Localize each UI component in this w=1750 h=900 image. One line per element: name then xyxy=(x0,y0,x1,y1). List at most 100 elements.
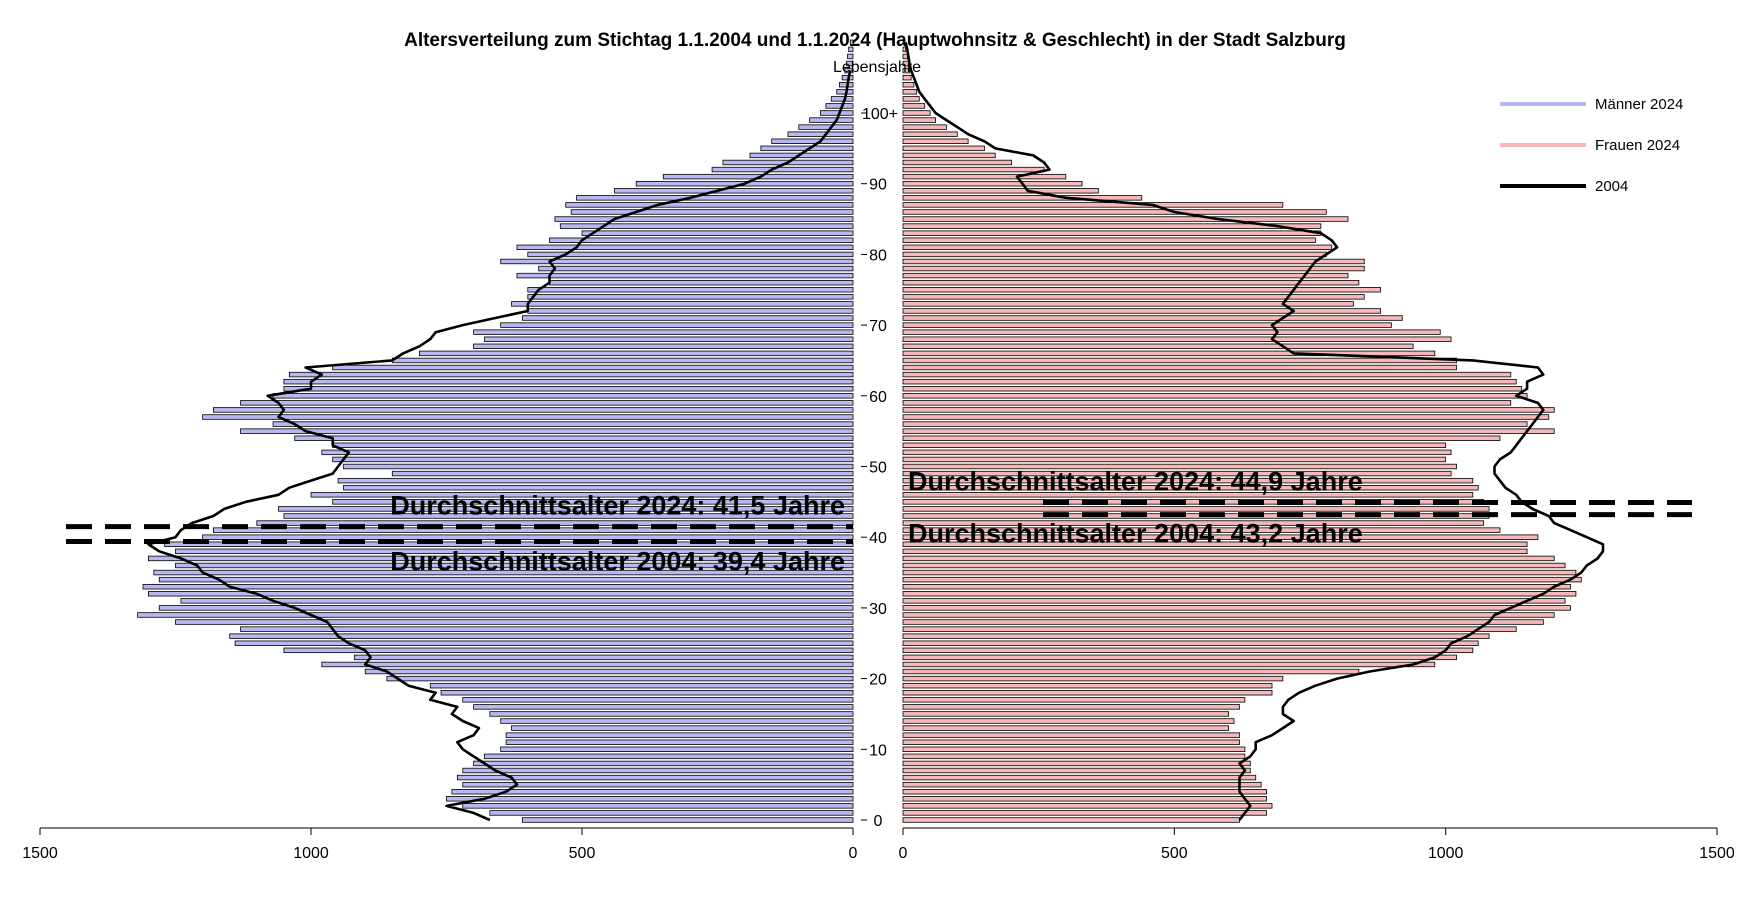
female-bar-age-23 xyxy=(902,654,1457,661)
male-bar-age-86 xyxy=(570,209,854,215)
female-bar-age-17 xyxy=(902,697,1246,703)
male-bar-age-12 xyxy=(505,732,854,738)
male-bar-age-75 xyxy=(527,287,854,293)
female-bar-age-68 xyxy=(902,336,1452,342)
male-bar-age-102 xyxy=(830,96,854,102)
female-bar-age-12 xyxy=(902,732,1240,738)
male-bar-age-77 xyxy=(516,272,854,279)
male-bar-age-83 xyxy=(581,230,854,236)
female-bar-age-101 xyxy=(902,103,926,109)
male-bar-age-5 xyxy=(462,781,854,788)
male-bar-age-64 xyxy=(332,364,854,371)
female-bar-age-104 xyxy=(902,82,915,88)
male-bar-age-66 xyxy=(418,350,854,357)
male-bar-age-67 xyxy=(473,343,854,350)
x-tick-label-right-0: 0 xyxy=(899,845,908,862)
male-bar-age-9 xyxy=(484,753,854,760)
male-bar-age-59 xyxy=(240,400,854,406)
female-bar-age-46 xyxy=(902,492,1474,498)
age-tick-label-60: 60 xyxy=(869,389,887,406)
female-bar-age-40 xyxy=(902,534,1539,540)
female-bar-age-4 xyxy=(902,789,1267,795)
female-bar-age-47 xyxy=(902,485,1479,491)
line-2004-male xyxy=(147,70,852,822)
female-bar-age-49 xyxy=(902,470,1452,477)
female-bar-age-25 xyxy=(902,640,1479,646)
male-bar-age-58 xyxy=(213,407,854,413)
x-tick-label-left-0: 0 xyxy=(849,845,858,862)
male-bar-age-28 xyxy=(175,619,854,625)
avg-label-left-1: Durchschnittsalter 2004: 39,4 Jahre xyxy=(390,546,845,576)
female-bar-age-94 xyxy=(902,152,996,159)
female-bar-age-2 xyxy=(902,803,1273,809)
female-bar-age-70 xyxy=(902,322,1392,328)
male-bar-age-49 xyxy=(391,470,854,477)
female-bar-age-75 xyxy=(902,287,1381,293)
male-bar-age-10 xyxy=(500,746,854,752)
male-bar-age-73 xyxy=(511,301,854,307)
female-bar-age-69 xyxy=(902,329,1441,335)
female-bar-age-85 xyxy=(902,216,1349,222)
male-bar-age-51 xyxy=(332,456,854,463)
male-bar-age-45 xyxy=(332,499,854,505)
legend: Männer 2024 Frauen 2024 2004 xyxy=(1500,96,1683,195)
male-bar-age-81 xyxy=(516,244,854,251)
male-bar-age-36 xyxy=(175,562,854,569)
female-bar-age-35 xyxy=(902,569,1577,576)
female-bar-age-37 xyxy=(902,555,1555,562)
male-bar-age-110 xyxy=(849,39,854,45)
male-bar-age-34 xyxy=(158,576,854,583)
male-bar-age-1 xyxy=(489,810,854,816)
male-bar-age-21 xyxy=(364,668,854,675)
male-bar-age-71 xyxy=(521,315,854,321)
female-bar-age-62 xyxy=(902,378,1517,385)
female-bar-age-26 xyxy=(902,633,1490,639)
female-bar-age-44 xyxy=(902,506,1490,512)
female-bar-age-82 xyxy=(902,237,1316,243)
male-bar-age-15 xyxy=(489,711,854,717)
female-bar-age-100 xyxy=(902,110,931,116)
male-bar-age-14 xyxy=(500,718,854,724)
age-tick-label-50: 50 xyxy=(869,460,887,477)
male-bar-age-98 xyxy=(798,124,854,130)
female-bar-age-58 xyxy=(902,407,1555,413)
female-bar-age-103 xyxy=(902,89,917,95)
female-bar-age-72 xyxy=(902,308,1381,314)
age-tick-label-40: 40 xyxy=(869,530,887,547)
female-bar-age-20 xyxy=(902,675,1284,682)
female-bar-age-73 xyxy=(902,301,1354,307)
male-bar-age-56 xyxy=(272,421,854,427)
female-bar-age-56 xyxy=(902,421,1528,427)
male-bar-age-24 xyxy=(283,647,854,654)
male-bar-age-92 xyxy=(711,166,854,173)
male-bar-age-2 xyxy=(462,803,854,809)
male-bar-age-107 xyxy=(846,60,854,67)
age-tick-label-80: 80 xyxy=(869,247,887,264)
female-bar-age-13 xyxy=(902,725,1230,731)
male-bar-age-32 xyxy=(147,591,854,597)
male-bar-age-37 xyxy=(147,555,854,562)
male-bar-age-79 xyxy=(500,258,854,265)
x-tick-label-right-1500: 1500 xyxy=(1699,845,1735,862)
female-bar-age-60 xyxy=(902,393,1528,399)
male-bar-age-6 xyxy=(456,774,854,781)
female-bar-age-31 xyxy=(902,598,1566,604)
female-bar-age-3 xyxy=(902,796,1267,802)
female-bar-age-6 xyxy=(902,774,1257,781)
male-bar-age-61 xyxy=(283,386,854,392)
female-bar-age-64 xyxy=(902,364,1457,371)
avg-label-right-3: Durchschnittsalter 2004: 43,2 Jahre xyxy=(908,519,1363,549)
female-bar-age-77 xyxy=(902,272,1349,279)
age-tick-label-70: 70 xyxy=(869,318,887,335)
age-tick-label-100+: 100+ xyxy=(862,106,898,123)
female-bar-age-7 xyxy=(902,767,1251,774)
male-bar-age-7 xyxy=(462,767,854,774)
x-tick-label-left-1500: 1500 xyxy=(22,845,58,862)
x-tick-label-right-500: 500 xyxy=(1161,845,1188,862)
male-bar-age-4 xyxy=(451,789,854,795)
male-bar-age-69 xyxy=(473,329,854,335)
male-bar-age-99 xyxy=(809,117,854,123)
female-bar-age-97 xyxy=(902,131,958,137)
female-bar-age-32 xyxy=(902,591,1577,597)
